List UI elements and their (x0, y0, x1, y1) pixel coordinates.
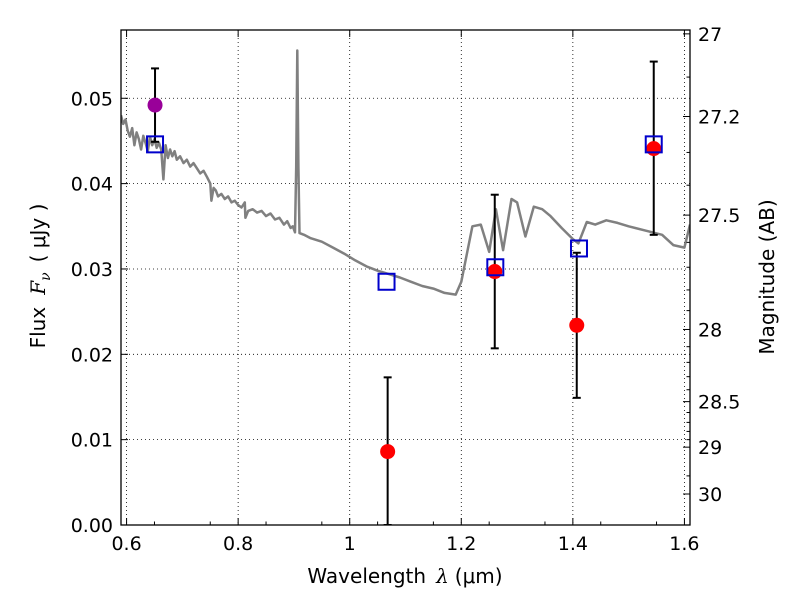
model-spectrum-line (121, 49, 690, 296)
synthetic-point (377, 272, 396, 291)
grid (121, 30, 690, 525)
mag-tick-label: 27 (698, 24, 722, 46)
synthetic-point (486, 258, 505, 277)
mag-tick-label: 29 (698, 437, 722, 459)
x-axis-label: Wavelength λ (μm) (307, 564, 502, 588)
y-tick-label: 0.03 (71, 259, 113, 281)
x-tick-label: 0.8 (223, 533, 253, 555)
y2-axis-label: Magnitude (AB) (755, 199, 779, 354)
plot-frame (120, 29, 691, 526)
mag-tick-label: 30 (698, 484, 722, 506)
axes: 0.6 0.8 1 1.2 1.4 1.6 0.00 0.01 0.02 0.03 0.04 0.05… (71, 24, 741, 555)
x-tick-label: 1.4 (558, 533, 588, 555)
observed-point (646, 141, 662, 157)
observed-point (569, 317, 585, 333)
mag-tick-label: 28 (698, 319, 722, 341)
y-tick-label: 0.00 (71, 515, 113, 537)
x-tick-label: 1.2 (446, 533, 476, 555)
synthetic-point (644, 135, 663, 154)
mag-tick-label: 27.2 (698, 106, 740, 128)
synthetic-point (569, 239, 588, 258)
x-tick-label: 1 (344, 533, 356, 555)
synthetic-point (146, 135, 165, 154)
x-tick-label: 1.6 (669, 533, 699, 555)
mag-tick-label: 27.5 (698, 205, 740, 227)
observed-point (380, 444, 396, 460)
y-tick-label: 0.02 (71, 344, 113, 366)
mag-tick-label: 28.5 (698, 392, 740, 414)
x-tick-label: 0.6 (111, 533, 141, 555)
observed-point (487, 264, 503, 280)
y-tick-label: 0.04 (71, 174, 113, 196)
observed-point-magenta (147, 97, 163, 113)
y-tick-label: 0.05 (71, 88, 113, 110)
y-tick-label: 0.01 (71, 430, 113, 452)
y-axis-label: FluxFν( μJy ) (26, 204, 54, 349)
plot-area (121, 49, 690, 525)
